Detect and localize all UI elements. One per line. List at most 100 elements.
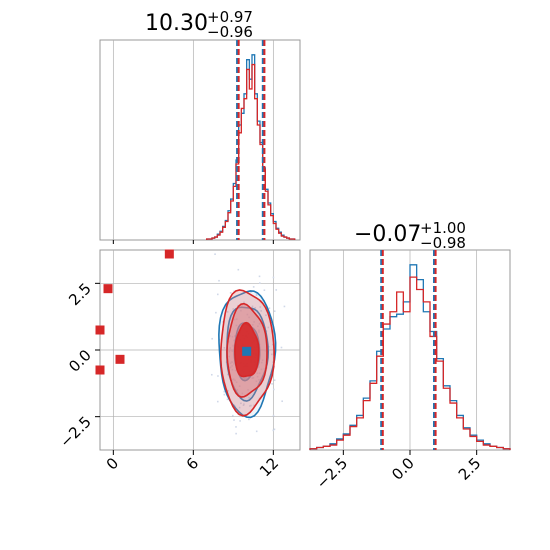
outlier-marker — [164, 249, 174, 259]
panel-top-left-histograms — [206, 54, 296, 240]
sample-point — [232, 308, 235, 310]
sample-point — [235, 426, 237, 428]
sample-point — [273, 428, 276, 431]
sample-point — [258, 331, 260, 333]
sample-point — [240, 402, 242, 405]
sample-point — [237, 268, 240, 271]
sample-point — [257, 366, 260, 368]
sample-point — [231, 350, 234, 352]
sample-point — [223, 390, 226, 393]
sample-point — [275, 289, 278, 291]
panel-bottom-right-histograms — [309, 264, 511, 450]
sample-point — [243, 301, 245, 304]
sample-point — [271, 343, 274, 346]
panel-bottom-right: −2.5 0.0 2.5 — [309, 249, 511, 493]
sample-point — [228, 355, 231, 358]
sample-point — [235, 381, 238, 384]
sample-point — [260, 361, 263, 364]
x-tick-label: −2.5 — [313, 454, 351, 492]
outlier-marker — [95, 325, 105, 335]
title-bottom-right-minus: −0.98 — [420, 234, 466, 252]
panel-bottom-right-ticks: −2.5 0.0 2.5 — [313, 450, 485, 493]
sample-point — [226, 311, 229, 313]
y-tick-label: 2.5 — [65, 279, 95, 309]
sample-point — [233, 363, 235, 365]
sample-point — [248, 396, 250, 399]
sample-point — [235, 324, 238, 327]
sample-point — [234, 335, 236, 338]
sample-point — [244, 304, 246, 306]
sample-point — [256, 372, 259, 375]
x-tick-label: 0.0 — [388, 454, 418, 484]
sample-point — [238, 385, 241, 387]
sample-point — [253, 321, 255, 323]
sample-point — [271, 353, 273, 356]
sample-point — [233, 419, 235, 421]
sample-point — [252, 286, 255, 288]
sample-point — [243, 378, 246, 380]
histogram-series-blue — [206, 54, 296, 240]
x-tick-label: 12 — [256, 454, 282, 480]
center-marker — [242, 346, 252, 356]
sample-point — [258, 275, 261, 278]
sample-point — [255, 294, 258, 296]
sample-point — [229, 347, 231, 349]
sample-point — [229, 362, 232, 365]
sample-point — [228, 350, 231, 353]
sample-point — [261, 300, 263, 302]
sample-point — [252, 309, 254, 311]
sample-point — [260, 368, 263, 371]
title-bottom-right: −0.07 +1.00 −0.98 — [354, 219, 466, 252]
sample-point — [258, 329, 260, 332]
sample-point — [211, 337, 213, 340]
x-tick-label: 2.5 — [455, 454, 485, 484]
title-bottom-right-value: −0.07 — [354, 222, 421, 247]
sample-point — [271, 383, 273, 385]
sample-point — [231, 378, 234, 381]
sample-point — [229, 366, 232, 369]
histogram-series-red — [309, 276, 511, 450]
sample-point — [227, 373, 229, 376]
y-tick-label: 0.0 — [65, 346, 95, 376]
sample-point — [235, 432, 237, 435]
sample-point — [255, 292, 258, 295]
sample-point — [268, 307, 271, 310]
sample-point — [272, 276, 275, 279]
sample-point — [264, 349, 267, 352]
sample-point — [216, 400, 219, 403]
sample-point — [247, 389, 249, 391]
outlier-marker — [95, 365, 105, 375]
sample-point — [236, 389, 239, 391]
sample-point — [232, 378, 235, 380]
sample-point — [263, 289, 266, 292]
sample-point — [231, 335, 234, 338]
sample-point — [235, 318, 238, 320]
sample-point — [227, 341, 230, 343]
sample-point — [223, 347, 226, 349]
sample-point — [242, 404, 245, 407]
sample-point — [248, 418, 250, 421]
sample-point — [227, 389, 229, 392]
sample-point — [240, 309, 242, 312]
panel-top-left-ticks — [112, 240, 274, 244]
sample-point — [252, 377, 255, 379]
sample-point — [251, 323, 254, 326]
sample-point — [210, 373, 213, 376]
sample-point — [256, 375, 259, 378]
sample-point — [263, 368, 266, 370]
sample-point — [272, 388, 275, 391]
sample-point — [258, 322, 261, 325]
panel-top-left — [99, 39, 301, 244]
sample-point — [229, 292, 232, 294]
sample-point — [273, 379, 276, 382]
sample-point — [214, 253, 216, 255]
sample-point — [281, 400, 283, 403]
sample-point — [260, 310, 262, 312]
y-tick-label: −2.5 — [56, 413, 94, 451]
x-tick-label: 0 — [103, 454, 122, 473]
title-bottom-right-plus: +1.00 — [420, 219, 466, 237]
sample-point — [241, 392, 244, 395]
sample-point — [226, 398, 229, 401]
sample-point — [246, 313, 249, 316]
